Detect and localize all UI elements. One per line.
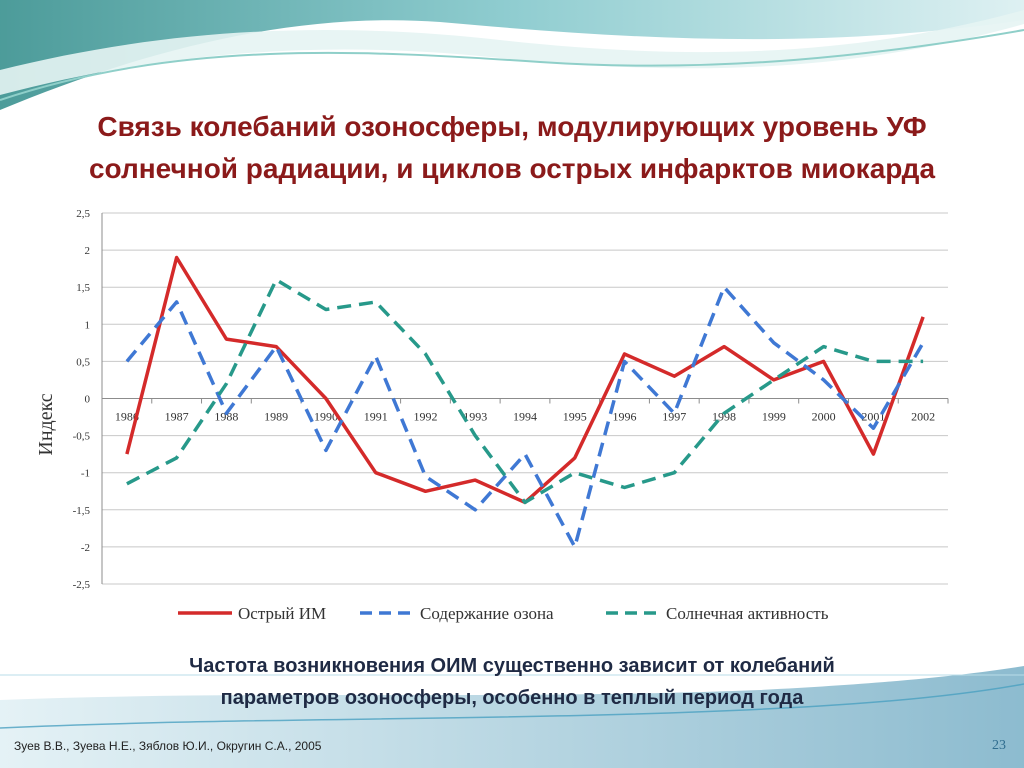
x-tick-label: 1993 [463,410,487,424]
top-wave-light [0,10,1024,95]
y-tick-label: -2,5 [73,579,91,591]
x-tick-label: 1995 [563,410,587,424]
top-wave-stroke [0,29,1024,101]
legend-label-1: Содержание озона [420,604,554,623]
slide-footer-authors: Зуев В.В., Зуева Н.Е., Зяблов Ю.И., Окру… [14,739,322,753]
legend-label-0: Острый ИМ [238,604,326,623]
y-axis-title: Индекс [35,393,57,455]
slide-caption-line-2: параметров озоносферы, особенно в теплый… [220,687,804,709]
bottom-wave-stroke [0,683,1024,729]
x-tick-label: 1987 [165,410,189,424]
y-tick-label: -2 [81,542,90,554]
x-tick-label: 1989 [264,410,288,424]
x-tick-label: 1986 [115,410,139,424]
x-tick-label: 1988 [214,410,238,424]
slide-page-number: 23 [992,738,1006,753]
x-tick-label: 1994 [513,410,537,424]
y-tick-label: 0,5 [76,356,90,368]
slide-caption-line-1: Частота возникновения ОИМ существенно за… [189,655,835,677]
x-tick-label: 1996 [613,410,637,424]
x-tick-label: 1997 [662,410,686,424]
top-wave [0,0,1024,110]
slide-caption: Частота возникновения ОИМ существенно за… [60,650,964,714]
x-tick-label: 1998 [712,410,736,424]
x-tick-label: 1990 [314,410,338,424]
y-tick-label: 2,5 [76,208,90,220]
slide-title: Связь колебаний озоносферы, модулирующих… [40,106,984,190]
y-tick-label: 0 [85,394,91,406]
x-tick-label: 1999 [762,410,786,424]
series-line-0 [125,255,925,505]
x-tick-label: 2002 [911,410,935,424]
x-tick-label: 2001 [861,410,885,424]
y-tick-label: 1 [85,319,91,331]
series-line-1 [125,285,925,549]
slide-title-line-2: солнечной радиации, и циклов острых инфа… [88,153,936,184]
x-tick-label: 2000 [812,410,836,424]
legend-label-2: Солнечная активность [666,604,829,623]
x-tick-label: 1991 [364,410,388,424]
series-line-2 [126,278,924,505]
y-tick-label: 1,5 [76,282,90,294]
y-tick-label: 2 [85,245,91,257]
line-chart: 2,5 2 1,5 1 0,5 0 -0,5 -1 -1,5 -2 -2,5 1986 1987 1988… [35,208,949,623]
y-tick-label: -1,5 [73,505,91,517]
y-tick-label: -0,5 [73,431,91,443]
x-tick-label: 1992 [413,410,437,424]
y-tick-label: -1 [81,468,90,480]
slide-title-line-1: Связь колебаний озоносферы, модулирующих… [97,111,927,142]
